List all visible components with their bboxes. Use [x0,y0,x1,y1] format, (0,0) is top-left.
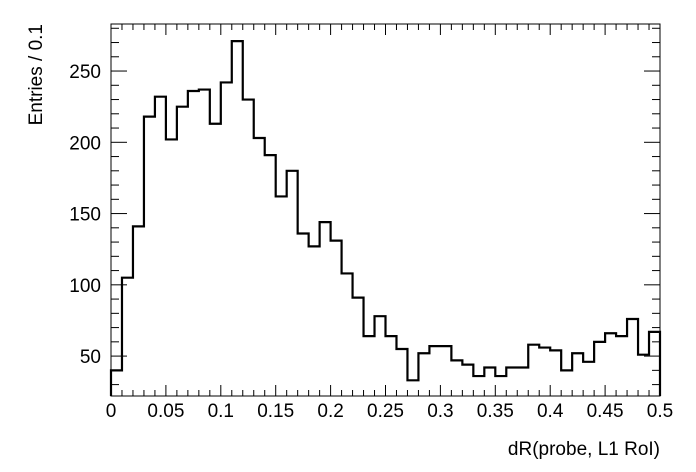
histogram-series [109,40,662,396]
x-tick-label: 0.05 [147,401,184,422]
y-tick-labels: 50 100 150 200 250 [69,62,101,368]
y-tick-label: 100 [69,276,101,297]
y-tick-label: 150 [69,205,101,226]
y-tick-label: 200 [69,133,101,154]
x-tick-label: 0.5 [647,401,673,422]
y-tick-label: 250 [69,62,101,83]
x-tick-label: 0.3 [427,401,453,422]
tick-marks [110,24,661,396]
y-tick-label: 50 [80,347,101,368]
x-axis-title: dR(probe, L1 RoI) [508,439,660,460]
x-tick-label: 0.1 [208,401,234,422]
x-tick-label: 0.25 [367,401,404,422]
x-tick-label: 0.45 [587,401,624,422]
x-tick-label: 0 [106,401,117,422]
x-tick-label: 0.2 [317,401,343,422]
y-axis-title: Entries / 0.1 [26,24,47,125]
plot-frame [110,23,661,397]
x-tick-labels: 0 0.05 0.1 0.15 0.2 0.25 0.3 0.35 0.4 0.45 0.5 [106,401,674,422]
x-tick-label: 0.4 [537,401,564,422]
x-tick-label: 0.15 [257,401,294,422]
x-tick-label: 0.35 [477,401,514,422]
